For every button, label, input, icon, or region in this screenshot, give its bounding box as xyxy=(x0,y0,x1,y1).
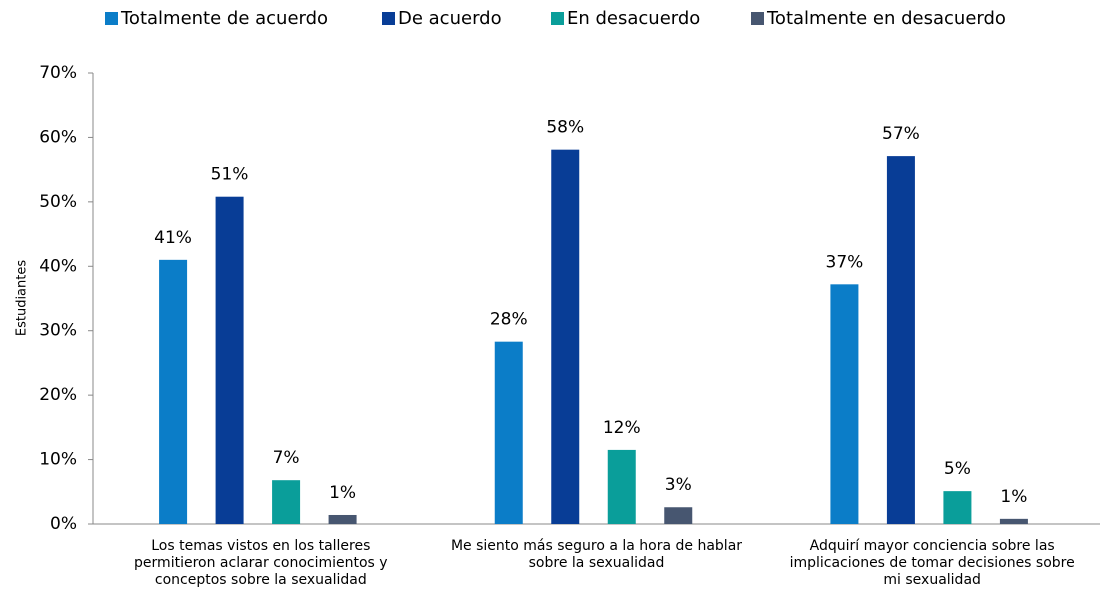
legend-swatch xyxy=(551,12,564,25)
legend-label: Totalmente de acuerdo xyxy=(120,8,328,29)
data-label: 37% xyxy=(826,252,864,272)
data-label: 7% xyxy=(273,448,300,468)
x-tick-label: Me siento más seguro a la hora de hablar… xyxy=(451,538,742,571)
legend-label: De acuerdo xyxy=(398,8,502,29)
bar xyxy=(159,259,188,524)
data-label: 41% xyxy=(154,228,192,248)
y-tick-label: 30% xyxy=(39,321,77,341)
legend-swatch xyxy=(382,12,395,25)
data-label: 1% xyxy=(329,483,356,503)
data-label: 1% xyxy=(1000,487,1027,507)
legend-label: Totalmente en desacuerdo xyxy=(766,8,1006,29)
bar xyxy=(328,514,357,524)
y-tick-label: 70% xyxy=(39,63,77,83)
x-tick-label: Los temas vistos en los talleres permitie… xyxy=(134,538,388,588)
data-label: 57% xyxy=(882,124,920,144)
data-label: 3% xyxy=(665,475,692,495)
bar xyxy=(215,196,244,524)
data-label: 28% xyxy=(490,310,528,330)
bar xyxy=(999,518,1028,524)
bar xyxy=(607,449,636,524)
data-label: 58% xyxy=(546,118,584,138)
data-label: 5% xyxy=(944,459,971,479)
bar xyxy=(664,507,693,524)
data-label: 12% xyxy=(603,418,641,438)
y-tick-label: 10% xyxy=(39,450,77,470)
bar xyxy=(830,284,859,524)
bar xyxy=(943,491,972,524)
legend-swatch xyxy=(751,12,764,25)
legend-swatch xyxy=(105,12,118,25)
y-tick-label: 20% xyxy=(39,385,77,405)
data-label: 51% xyxy=(211,165,249,185)
x-tick-label: Adquirí mayor conciencia sobre las implic… xyxy=(790,538,1075,588)
y-tick-label: 0% xyxy=(50,514,77,534)
bar xyxy=(886,156,915,524)
legend-label: En desacuerdo xyxy=(567,8,700,29)
y-tick-label: 50% xyxy=(39,192,77,212)
y-axis-label: Estudiantes xyxy=(15,260,30,336)
bar xyxy=(272,480,301,524)
y-tick-label: 60% xyxy=(39,127,77,147)
bar xyxy=(551,149,580,525)
y-tick-label: 40% xyxy=(39,256,77,276)
bar xyxy=(494,341,523,524)
